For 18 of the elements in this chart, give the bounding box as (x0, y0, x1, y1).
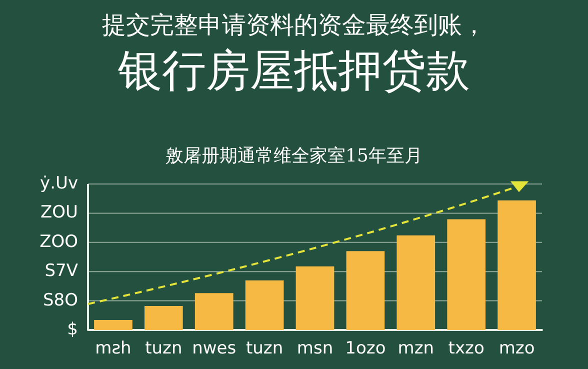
text: ZOU (40, 202, 78, 223)
x-tick-label: mƨh (95, 338, 132, 358)
x-tick-label: msn (296, 338, 334, 358)
text: S7V (44, 261, 78, 282)
text: 敫屠册期通常维全家室15年至月 (166, 146, 422, 166)
x-tick-label: 1ozo (345, 338, 386, 358)
x-tick-label: mzn (398, 338, 434, 358)
text: ẏ.Uv (40, 174, 78, 194)
x-tick-label: tuzn (246, 338, 284, 358)
x-tick-label: txzo (448, 338, 484, 358)
chart-title: 银行房屋抵押贷款 (117, 46, 470, 96)
text: S8O (43, 290, 78, 310)
text: ZOO (40, 232, 78, 252)
text: $ (67, 320, 78, 340)
chart-subtitle: 提交完整申请资料的资金最终到账， (102, 11, 486, 39)
x-tick-label: nwes (192, 338, 236, 358)
x-tick-label: mzo (498, 338, 535, 358)
x-tick-label: tuzn (145, 338, 182, 358)
